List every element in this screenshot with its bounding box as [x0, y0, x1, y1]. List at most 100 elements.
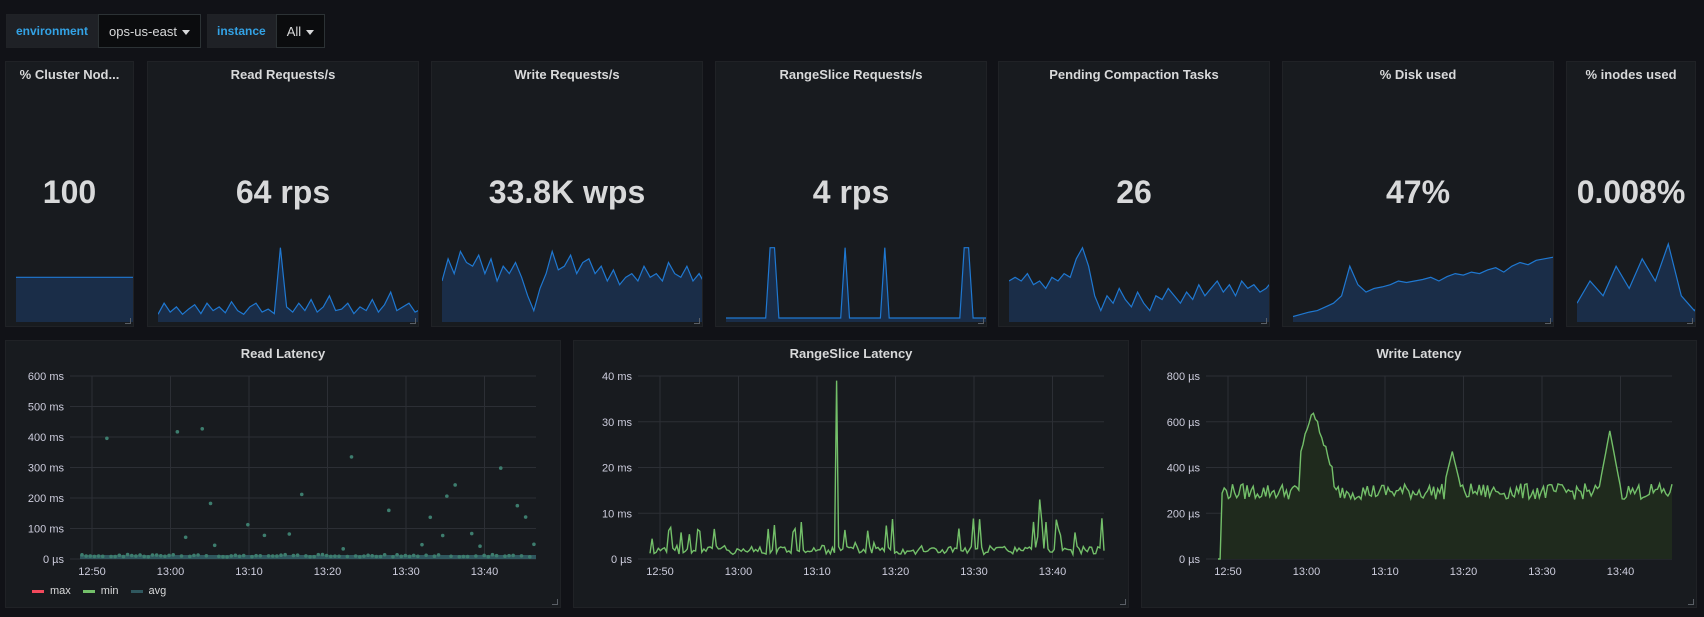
environment-dropdown[interactable]: ops-us-east [98, 14, 201, 48]
panel-title[interactable]: Write Requests/s [514, 67, 620, 82]
data-point [138, 553, 142, 557]
data-point [465, 554, 470, 559]
data-point [349, 455, 354, 459]
sparkline [1009, 246, 1269, 322]
stat-panel-cluster-nodes[interactable]: % Cluster Nod... 100 [5, 61, 134, 327]
data-point [208, 501, 213, 506]
data-point [457, 554, 462, 559]
y-tick-label: 30 ms [602, 417, 632, 429]
data-point [270, 554, 275, 558]
sparkline [442, 249, 702, 322]
stat-panel-disk-used[interactable]: % Disk used 47% [1282, 61, 1554, 327]
data-point [88, 554, 93, 558]
stat-panel-rangeslice-requests[interactable]: RangeSlice Requests/s 4 rps [715, 61, 987, 327]
data-point [250, 554, 254, 559]
resize-handle[interactable] [125, 318, 131, 324]
data-point [399, 554, 404, 559]
y-tick-label: 200 ms [28, 493, 65, 505]
data-point [175, 430, 180, 434]
resize-handle[interactable] [552, 599, 558, 605]
x-tick-label: 13:40 [1039, 566, 1067, 578]
data-point [370, 554, 375, 558]
legend-item-avg[interactable]: avg [130, 585, 166, 597]
data-point [440, 533, 445, 538]
resize-handle[interactable] [410, 318, 416, 324]
resize-handle[interactable] [1120, 599, 1126, 605]
resize-handle[interactable] [1261, 318, 1267, 324]
sparkline-area [726, 247, 986, 322]
stat-panel-pending-compaction[interactable]: Pending Compaction Tasks 26 [998, 61, 1270, 327]
graph-plot: 600 ms 500 ms 400 ms 300 ms 200 ms 100 ms 0 µs… [28, 371, 536, 578]
graph-panel-read-latency[interactable]: Read Latency 600 ms 500 ms 400 ms 300 ms 200… [5, 340, 561, 608]
data-point [254, 553, 258, 558]
resize-handle[interactable] [978, 318, 984, 324]
data-point [229, 554, 234, 558]
resize-handle[interactable] [1688, 599, 1694, 605]
data-point [125, 552, 130, 557]
panel-title[interactable]: RangeSlice Requests/s [779, 67, 923, 82]
data-point [461, 554, 466, 559]
data-point [453, 483, 457, 487]
instance-dropdown[interactable]: All [275, 14, 326, 48]
x-tick-label: 12:50 [646, 566, 674, 578]
data-point [341, 547, 346, 551]
data-point [345, 554, 350, 559]
data-point [498, 466, 503, 470]
data-point [134, 554, 138, 558]
y-tick-label: 200 µs [1167, 508, 1201, 520]
y-tick-label: 400 µs [1167, 463, 1201, 475]
stat-panel-inodes-used[interactable]: % inodes used 0.008% [1566, 61, 1696, 327]
stat-panel-read-requests[interactable]: Read Requests/s 64 rps [147, 61, 419, 327]
legend: max min avg [32, 585, 166, 597]
data-point [200, 426, 205, 431]
data-point [432, 554, 437, 559]
stat-panel-write-requests[interactable]: Write Requests/s 33.8K wps [431, 61, 703, 327]
x-tick-label: 13:30 [392, 566, 420, 578]
data-point [233, 553, 238, 558]
data-point [105, 436, 109, 441]
data-point [237, 554, 242, 559]
resize-handle[interactable] [1687, 318, 1693, 324]
resize-handle[interactable] [1545, 318, 1551, 324]
data-point [192, 553, 196, 558]
x-tick-label: 12:50 [1214, 566, 1242, 578]
data-point [279, 553, 283, 558]
panel-title[interactable]: % inodes used [1585, 67, 1677, 82]
data-point [308, 554, 312, 559]
panel-title[interactable]: Pending Compaction Tasks [1049, 67, 1219, 82]
data-point [411, 553, 416, 558]
y-tick-label: 0 µs [43, 554, 65, 566]
panel-title[interactable]: % Cluster Nod... [19, 67, 120, 82]
data-point [179, 554, 184, 558]
x-tick-label: 13:00 [157, 566, 185, 578]
y-tick-label: 10 ms [602, 508, 632, 520]
data-point [387, 508, 391, 513]
data-point [532, 542, 536, 547]
data-point [142, 554, 146, 559]
resize-handle[interactable] [694, 318, 700, 324]
data-point [366, 553, 370, 558]
data-point [320, 552, 325, 557]
data-point [84, 554, 88, 558]
sparkline [16, 276, 133, 322]
stat-value: 0.008% [1576, 174, 1686, 210]
data-point [312, 554, 316, 559]
x-tick-label: 13:40 [1607, 566, 1635, 578]
instance-value: All [286, 23, 302, 39]
data-point [291, 553, 296, 558]
legend-item-min[interactable]: min [82, 585, 119, 597]
legend-label: min [100, 585, 119, 597]
data-point [474, 554, 478, 558]
data-point [328, 554, 333, 559]
data-point [507, 553, 511, 558]
sparkline [1577, 241, 1695, 322]
data-point [395, 552, 399, 557]
sparkline-area [16, 277, 133, 322]
panel-title[interactable]: % Disk used [1379, 67, 1457, 82]
panel-title[interactable]: Read Requests/s [230, 67, 336, 82]
legend-item-max[interactable]: max [32, 585, 71, 597]
graph-panel-rangeslice-latency[interactable]: RangeSlice Latency 40 ms 30 ms 20 ms 10 ms 0… [573, 340, 1129, 608]
y-tick-label: 0 µs [1179, 554, 1201, 566]
graph-panel-write-latency[interactable]: Write Latency 800 µs 600 µs 400 µs 200 µs 0 … [1141, 340, 1697, 608]
data-point [527, 554, 532, 559]
